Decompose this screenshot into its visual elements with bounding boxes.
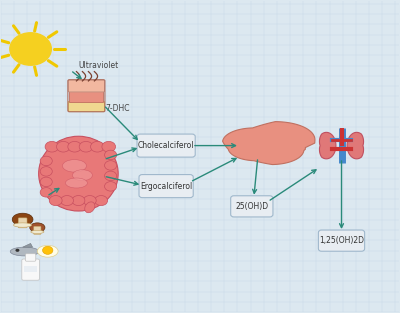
Ellipse shape <box>39 136 118 211</box>
Ellipse shape <box>62 160 86 172</box>
Text: Ergocalciferol: Ergocalciferol <box>140 182 192 191</box>
Ellipse shape <box>14 223 32 227</box>
Circle shape <box>49 196 62 206</box>
Text: 25(OH)D: 25(OH)D <box>235 202 268 211</box>
Polygon shape <box>39 247 48 257</box>
FancyBboxPatch shape <box>34 226 41 234</box>
Polygon shape <box>320 132 336 159</box>
Circle shape <box>104 171 117 181</box>
Circle shape <box>40 187 52 197</box>
FancyBboxPatch shape <box>26 254 36 261</box>
Ellipse shape <box>10 247 39 256</box>
Circle shape <box>83 196 96 206</box>
FancyBboxPatch shape <box>68 80 104 92</box>
Circle shape <box>95 196 108 206</box>
FancyBboxPatch shape <box>22 259 39 280</box>
Circle shape <box>90 141 104 152</box>
Text: Cholecalciferol: Cholecalciferol <box>138 141 194 150</box>
Ellipse shape <box>37 245 58 257</box>
Ellipse shape <box>85 202 95 213</box>
Circle shape <box>102 141 116 152</box>
FancyBboxPatch shape <box>18 218 27 228</box>
Circle shape <box>45 141 59 152</box>
Circle shape <box>104 150 117 160</box>
Circle shape <box>40 156 52 166</box>
Circle shape <box>79 141 93 152</box>
Text: Ultraviolet: Ultraviolet <box>78 61 119 70</box>
FancyBboxPatch shape <box>24 265 37 272</box>
Ellipse shape <box>31 230 44 233</box>
Circle shape <box>104 182 117 191</box>
Text: 7-DHC: 7-DHC <box>105 104 130 113</box>
Ellipse shape <box>66 178 87 188</box>
Circle shape <box>72 196 85 206</box>
Ellipse shape <box>12 213 33 226</box>
Circle shape <box>40 177 52 187</box>
Ellipse shape <box>30 223 45 232</box>
FancyBboxPatch shape <box>231 196 273 217</box>
Polygon shape <box>23 244 32 247</box>
Circle shape <box>104 161 117 170</box>
Circle shape <box>61 196 74 206</box>
Circle shape <box>10 33 51 65</box>
Circle shape <box>56 141 70 152</box>
Text: 1,25(OH)2D: 1,25(OH)2D <box>319 236 364 245</box>
FancyBboxPatch shape <box>139 175 193 198</box>
Circle shape <box>68 141 82 152</box>
FancyBboxPatch shape <box>68 101 104 111</box>
Circle shape <box>42 246 53 254</box>
Circle shape <box>40 167 52 176</box>
FancyBboxPatch shape <box>318 230 365 251</box>
FancyBboxPatch shape <box>70 91 103 102</box>
FancyBboxPatch shape <box>137 134 195 157</box>
Polygon shape <box>347 132 364 159</box>
Ellipse shape <box>72 170 92 181</box>
Polygon shape <box>223 122 315 165</box>
Circle shape <box>16 249 20 252</box>
